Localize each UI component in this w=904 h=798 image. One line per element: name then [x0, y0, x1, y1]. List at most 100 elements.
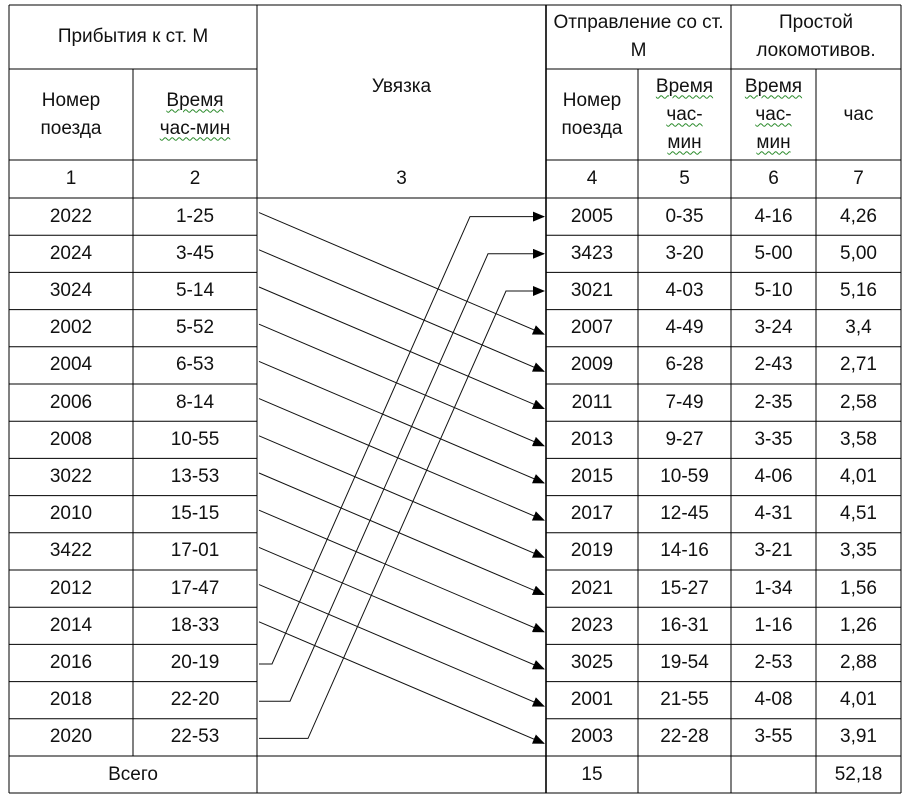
idle-time: 4-08: [754, 689, 793, 711]
link-arrow: [258, 360, 545, 484]
departure-time: 4-49: [665, 317, 704, 339]
colnum-2: 2: [189, 168, 201, 189]
arrival-time: 20-19: [170, 651, 220, 673]
departure-time: 19-54: [660, 651, 709, 673]
arrival-time: 5-52: [175, 317, 215, 339]
arrival-time: 6-53: [175, 354, 215, 376]
departure-time: 22-28: [660, 726, 709, 748]
idle-time: 3-24: [754, 317, 793, 339]
departure-number: 2015: [570, 465, 614, 487]
departure-time: 3-20: [665, 242, 704, 264]
colnum-7: 7: [853, 168, 864, 189]
arrival-time: 22-20: [170, 689, 220, 711]
link-arrow: [259, 248, 545, 702]
idle-hours: 3,35: [840, 540, 877, 562]
total-hours: 52,18: [834, 764, 883, 785]
header-col7: час: [843, 103, 874, 125]
link-arrow: [258, 286, 545, 410]
arrival-time: 17-01: [170, 540, 220, 562]
colnum-5: 5: [679, 168, 690, 189]
header-link: Увязка: [371, 76, 432, 97]
departure-time: 16-31: [660, 614, 709, 636]
arrival-number: 2016: [49, 651, 93, 673]
idle-hours: 3,91: [840, 726, 877, 748]
header-arrivals: Прибытия к ст. М: [57, 26, 209, 47]
header-col4: Номер поезда: [561, 89, 623, 139]
header-col6: Время час-мин: [744, 75, 803, 153]
header-col2: Время час-мин: [159, 89, 231, 139]
header-col1: Номер поезда: [40, 89, 102, 139]
colnum-1: 1: [65, 168, 77, 189]
link-arrow: [259, 211, 545, 665]
idle-time: 5-10: [754, 279, 793, 301]
link-arrow: [258, 435, 545, 558]
idle-time: 2-53: [754, 651, 793, 673]
arrival-time: 8-14: [175, 391, 215, 413]
idle-time: 1-16: [754, 614, 793, 636]
arrival-number: 3422: [49, 540, 93, 562]
arrival-number: 2012: [49, 577, 93, 599]
departure-number: 3025: [570, 651, 614, 673]
link-arrow: [258, 212, 545, 335]
arrival-number: 2006: [49, 391, 93, 413]
arrival-time: 5-14: [175, 279, 215, 301]
header-idle: Простой локомотивов.: [756, 12, 876, 61]
departure-time: 15-27: [660, 577, 709, 599]
link-arrow: [259, 286, 545, 739]
total-label: Всего: [108, 764, 158, 785]
departure-number: 2009: [570, 354, 614, 376]
arrival-number: 3024: [49, 279, 93, 301]
idle-time: 5-00: [754, 242, 793, 264]
arrival-number: 2008: [49, 428, 93, 450]
link-arrow: [258, 249, 545, 372]
arrival-number: 2018: [49, 689, 93, 711]
departure-number: 2001: [570, 689, 614, 711]
colnum-3: 3: [396, 168, 407, 189]
idle-time: 4-16: [754, 205, 793, 227]
idle-hours: 4,51: [840, 503, 877, 525]
header-col5: Время час-мин: [655, 75, 714, 153]
departure-time: 9-27: [665, 428, 704, 450]
arrival-time: 1-25: [175, 205, 215, 227]
arrival-time: 15-15: [170, 503, 220, 525]
idle-time: 1-34: [754, 577, 793, 599]
arrival-number: 2014: [49, 614, 93, 636]
idle-time: 3-35: [754, 428, 793, 450]
colnum-6: 6: [768, 168, 779, 189]
link-arrow: [258, 472, 545, 596]
idle-hours: 2,88: [840, 651, 877, 673]
departure-number: 3021: [570, 279, 614, 301]
idle-hours: 5,16: [840, 279, 877, 301]
idle-hours: 4,01: [840, 689, 877, 711]
arrival-number: 2020: [49, 726, 93, 748]
idle-time: 3-55: [754, 726, 793, 748]
arrival-time: 13-53: [170, 465, 220, 487]
arrival-time: 17-47: [170, 577, 220, 599]
link-arrow: [258, 584, 545, 707]
idle-time: 3-21: [754, 540, 793, 562]
link-arrow: [258, 509, 545, 633]
idle-hours: 5,00: [840, 242, 877, 264]
departure-number: 2011: [571, 391, 613, 413]
departure-number: 2003: [570, 726, 614, 748]
link-arrow: [258, 398, 545, 521]
idle-time: 2-35: [754, 391, 793, 413]
header-departures: Отправление со ст. М: [553, 12, 724, 61]
idle-hours: 4,26: [840, 205, 877, 227]
departure-number: 2019: [570, 540, 614, 562]
departure-time: 6-28: [665, 354, 704, 376]
departure-time: 0-35: [665, 205, 704, 227]
arrival-time: 18-33: [170, 614, 220, 636]
departure-number: 3423: [570, 242, 614, 264]
arrival-number: 2004: [49, 354, 93, 376]
departure-number: 2013: [570, 428, 614, 450]
arrival-time: 22-53: [170, 726, 220, 748]
departure-time: 7-49: [665, 391, 704, 413]
departure-number: 2007: [570, 317, 614, 339]
arrival-number: 2024: [49, 242, 93, 264]
idle-hours: 2,71: [840, 354, 877, 376]
departure-time: 4-03: [665, 279, 704, 301]
departure-number: 2023: [570, 614, 614, 636]
